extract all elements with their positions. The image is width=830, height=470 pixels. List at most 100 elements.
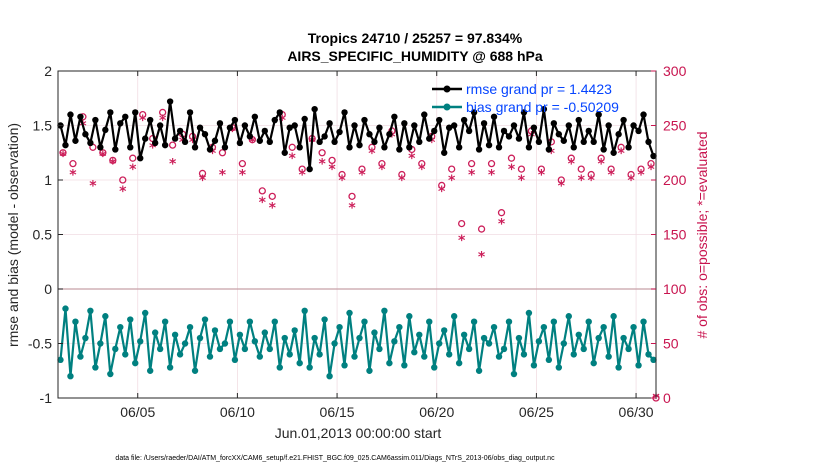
rmse-point	[460, 116, 468, 124]
rmse-point	[122, 113, 129, 120]
bias-point	[585, 318, 592, 325]
rmse-point	[635, 127, 642, 135]
rmse-point	[107, 109, 114, 116]
obs-possible-point	[158, 108, 167, 117]
obs-possible-point	[507, 154, 516, 162]
rmse-point	[455, 144, 463, 151]
obs-possible-point	[457, 219, 466, 228]
legend-rmse-marker	[443, 85, 451, 93]
bias-point	[107, 370, 114, 378]
obs-possible-point	[119, 176, 127, 184]
bias-point	[640, 318, 647, 325]
obs-evaluated-point: *	[488, 168, 496, 184]
rmse-point	[525, 144, 533, 151]
obs-possible-point	[168, 141, 177, 149]
bias-point	[306, 364, 313, 371]
obs-evaluated-point: *	[498, 217, 506, 233]
obs-evaluated-point: *	[378, 162, 386, 178]
bias-point	[301, 307, 308, 314]
y-tick-label-left: 2	[44, 63, 52, 79]
bias-point	[625, 345, 632, 353]
bias-point	[515, 334, 523, 342]
rmse-point	[565, 122, 572, 129]
obs-evaluated-point: *	[458, 233, 466, 249]
obs-possible-point	[139, 110, 147, 119]
bias-point	[241, 345, 249, 353]
obs-evaluated-point: *	[627, 173, 635, 189]
rmse-point	[306, 165, 313, 173]
rmse-point	[67, 111, 74, 118]
rmse-point	[181, 138, 189, 146]
rmse-point	[112, 146, 119, 153]
bias-point	[142, 309, 149, 317]
rmse-point	[436, 116, 443, 124]
rmse-point	[137, 155, 144, 162]
rmse-point	[351, 122, 358, 129]
bias-point	[316, 351, 323, 358]
bias-point	[191, 367, 199, 374]
obs-possible-point	[358, 165, 366, 173]
bias-point	[485, 340, 493, 347]
bias-point	[196, 334, 204, 342]
obs-evaluated-point: *	[129, 162, 137, 178]
rmse-point	[590, 138, 597, 146]
obs-evaluated-point: *	[229, 124, 237, 140]
obs-evaluated-point: *	[99, 149, 107, 165]
rmse-point	[326, 120, 333, 127]
bias-point	[450, 313, 458, 320]
bias-point	[560, 340, 568, 347]
rmse-point	[426, 135, 433, 142]
bias-point	[291, 327, 298, 334]
rmse-point	[500, 127, 508, 135]
bias-point	[520, 351, 528, 358]
bias-point	[366, 367, 373, 374]
obs-possible-point	[418, 159, 426, 168]
rmse-point	[216, 120, 224, 127]
bias-point	[530, 362, 538, 369]
rmse-point	[485, 141, 493, 149]
bias-point	[156, 345, 164, 353]
y-tick-label-left: -0.5	[28, 336, 52, 352]
rmse-point	[117, 120, 124, 127]
rmse-point	[186, 109, 194, 116]
rmse-point	[296, 144, 303, 151]
bias-point	[580, 345, 587, 353]
rmse-point	[127, 144, 134, 151]
rmse-point	[346, 144, 353, 151]
obs-possible-point	[567, 154, 575, 162]
obs-possible-point	[338, 170, 346, 179]
obs-evaluated-point: *	[169, 157, 177, 173]
bias-point	[610, 313, 617, 320]
obs-possible-point	[348, 192, 356, 201]
y-tick-label-right: 300	[663, 63, 687, 79]
rmse-point	[356, 141, 363, 149]
rmse-point	[171, 135, 179, 142]
bias-point	[171, 331, 179, 338]
obs-evaluated-point: *	[149, 140, 157, 156]
bias-point	[181, 340, 189, 347]
bias-point	[630, 323, 637, 331]
obs-possible-point	[587, 170, 595, 179]
rmse-point	[381, 144, 388, 151]
obs-possible-point	[497, 209, 506, 217]
bias-point	[525, 309, 533, 317]
bias-point	[441, 327, 448, 334]
rmse-point	[102, 126, 109, 134]
rmse-point	[545, 146, 553, 153]
obs-evaluated-point: *	[259, 195, 267, 211]
obs-possible-point	[368, 143, 376, 151]
obs-possible-point	[487, 159, 496, 168]
rmse-point	[630, 122, 637, 129]
legend: rmse grand pr = 1.4423 bias grand pr = -…	[432, 81, 619, 115]
obs-evaluated-point: *	[159, 113, 167, 129]
obs-count-markers: ***** *************** ****** **************…	[59, 108, 660, 407]
obs-possible-point	[557, 176, 565, 184]
rmse-point	[211, 137, 219, 144]
obs-evaluated-point: *	[598, 157, 606, 173]
bias-point	[635, 362, 642, 369]
rmse-point	[625, 144, 632, 151]
obs-possible-point	[597, 154, 605, 162]
rmse-point	[515, 135, 523, 142]
rmse-point	[331, 138, 338, 146]
rmse-point	[445, 124, 453, 131]
